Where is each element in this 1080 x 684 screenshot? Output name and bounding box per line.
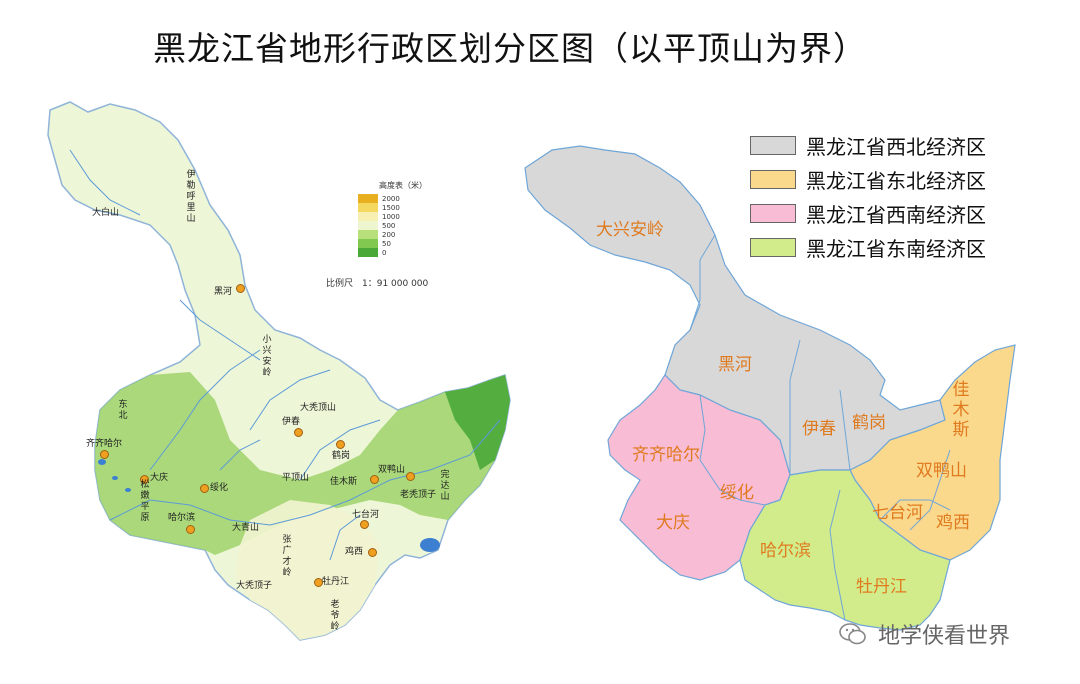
city-dot-daqing <box>140 475 149 484</box>
city-dot-hegang <box>336 440 345 449</box>
legend-swatch <box>750 169 796 189</box>
elevation-legend-title: 高度表（米） <box>379 181 427 190</box>
southeast-economic-region <box>739 469 951 631</box>
watermark-text: 地学侠看世界 <box>878 624 1011 649</box>
terrain-label-dabaishan: 大白山 <box>92 208 120 218</box>
region-label-jixi: 鸡西 <box>936 513 970 533</box>
terrain-label-shuangyashan: 双鸭山 <box>378 465 406 475</box>
terrain-label-yichun: 伊春 <box>282 417 301 427</box>
terrain-label-qiqihaer: 齐齐哈尔 <box>86 439 123 449</box>
legend-swatch <box>750 203 796 223</box>
terrain-label-heihe: 黑河 <box>214 287 233 297</box>
elevation-value: 1000 <box>382 212 400 221</box>
region-label-qiqihaer: 齐齐哈尔 <box>632 445 700 465</box>
elevation-legend-row: 2000 <box>358 194 448 203</box>
city-dot-yichun <box>294 428 303 437</box>
terrain-label-yilehuli: 伊勒呼里山 <box>186 170 196 224</box>
plains-lowland-area <box>95 372 510 555</box>
city-dot-mudanjiang <box>314 578 323 587</box>
terrain-label-zhangguangcai: 张广才岭 <box>282 535 292 578</box>
terrain-label-laotudingzi: 老秃顶子 <box>400 490 437 500</box>
elevation-legend-row: 200 <box>358 230 448 239</box>
terrain-label-qitaihe: 七台河 <box>352 510 380 520</box>
legend-swatch <box>750 135 796 155</box>
map-title: 黑龙江省地形行政区划分区图（以平顶山为界） <box>153 29 867 68</box>
elevation-legend-row: 1500 <box>358 203 448 212</box>
wechat-icon <box>839 623 866 645</box>
terrain-label-wanda: 完达山 <box>440 470 450 502</box>
city-dot-jiamusi <box>370 475 379 484</box>
terrain-label-daqing: 大庆 <box>150 473 169 483</box>
lakes <box>98 459 440 552</box>
legend-label: 黑龙江省东北经济区 <box>806 168 986 193</box>
legend-label: 黑龙江省西南经济区 <box>806 202 986 227</box>
economic-region-map <box>524 145 1016 631</box>
terrain-label-mudanjiang: 牡丹江 <box>322 577 350 587</box>
elevation-legend-row: 50 <box>358 239 448 248</box>
region-label-suihua: 绥化 <box>720 483 754 503</box>
region-label-heihe: 黑河 <box>718 355 752 375</box>
elevation-legend-row: 0 <box>358 248 448 257</box>
city-dot-suihua <box>200 484 209 493</box>
terrain-label-jixi: 鸡西 <box>345 547 364 557</box>
southern-mountain-area <box>235 500 380 640</box>
city-dot-heihe <box>236 284 245 293</box>
scale-bar-text: 比例尺 1：91 000 000 <box>326 279 429 289</box>
legend-label: 黑龙江省西北经济区 <box>806 134 986 159</box>
elevation-value: 500 <box>382 221 396 230</box>
region-label-hegang: 鹤岗 <box>852 413 886 433</box>
southwest-economic-region <box>607 374 791 581</box>
river-network <box>69 149 501 561</box>
eastern-lowland-area <box>445 375 510 470</box>
terrain-label-daxiufeng: 大秃顶山 <box>300 403 337 413</box>
elevation-value: 0 <box>382 248 387 257</box>
elevation-legend: 高度表（米） 2000 1500 1000 500 200 50 0 <box>358 180 448 257</box>
terrain-label-songnen: 松嫩平原 <box>140 480 150 523</box>
terrain-label-haerbin: 哈尔滨 <box>168 513 196 523</box>
legend-item-southeast: 黑龙江省东南经济区 <box>750 230 1050 264</box>
region-label-shuangyashan: 双鸭山 <box>916 461 967 481</box>
terrain-label-laoyeling: 老爷岭 <box>330 600 340 632</box>
elevation-legend-row: 1000 <box>358 212 448 221</box>
terrain-label-xiaoxinganling: 小兴安岭 <box>262 335 272 378</box>
terrain-label-daqingshan: 大青山 <box>232 523 260 533</box>
watermark: 地学侠看世界 <box>838 618 1010 650</box>
terrain-label-dongbei: 东北 <box>118 400 128 421</box>
elevation-value: 2000 <box>382 194 400 203</box>
region-legend: 黑龙江省西北经济区 黑龙江省东北经济区 黑龙江省西南经济区 黑龙江省东南经济区 <box>750 128 1050 264</box>
region-label-daqing: 大庆 <box>656 513 690 533</box>
city-dot-jixi <box>368 548 377 557</box>
terrain-map <box>47 101 511 641</box>
elevation-legend-row: 500 <box>358 221 448 230</box>
region-label-haerbin: 哈尔滨 <box>760 541 811 561</box>
region-label-mudanjiang: 牡丹江 <box>856 577 907 597</box>
terrain-label-pingding: 平顶山 <box>282 473 310 483</box>
terrain-label-jiamusi: 佳木斯 <box>330 477 358 487</box>
region-label-yichun: 伊春 <box>802 419 836 439</box>
elevation-value: 1500 <box>382 203 400 212</box>
internal-borders <box>689 234 951 621</box>
legend-item-southwest: 黑龙江省西南经济区 <box>750 196 1050 230</box>
city-dot-qiqihaer <box>100 450 109 459</box>
region-label-daxinganling: 大兴安岭 <box>596 220 664 240</box>
city-dot-haerbin <box>186 525 195 534</box>
region-label-jiamusi: 佳木斯 <box>952 380 970 440</box>
legend-item-northwest: 黑龙江省西北经济区 <box>750 128 1050 162</box>
legend-label: 黑龙江省东南经济区 <box>806 236 986 261</box>
terrain-label-hegang: 鹤岗 <box>332 451 351 461</box>
terrain-label-suihua: 绥化 <box>210 483 229 493</box>
elevation-value: 200 <box>382 230 396 239</box>
city-dot-qitaihe <box>360 520 369 529</box>
legend-swatch <box>750 237 796 257</box>
legend-item-northeast: 黑龙江省东北经济区 <box>750 162 1050 196</box>
elevation-value: 50 <box>382 239 391 248</box>
terrain-label-datudingzi: 大秃顶子 <box>236 581 273 591</box>
region-label-qitaihe: 七台河 <box>872 503 923 523</box>
city-dot-shuangyashan <box>406 472 415 481</box>
